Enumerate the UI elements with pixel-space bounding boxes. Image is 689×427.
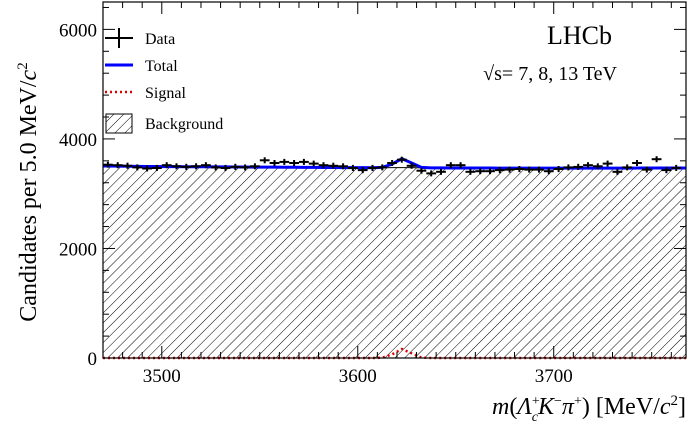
experiment-label: LHCb xyxy=(547,21,612,50)
legend-label-total: Total xyxy=(145,58,178,75)
background-hatched-area xyxy=(103,166,686,358)
y-axis-title: Candidates per 5.0 MeV/c2 xyxy=(15,62,42,321)
data-point xyxy=(652,156,662,162)
y-tick-label: 0 xyxy=(88,349,98,370)
legend: Data Total Signal Background xyxy=(105,28,223,133)
legend-background-swatch xyxy=(106,114,132,133)
data-point xyxy=(270,160,280,166)
y-tick-label: 6000 xyxy=(59,20,97,41)
data-point xyxy=(309,161,319,167)
legend-item-signal: Signal xyxy=(105,85,186,102)
legend-label-data: Data xyxy=(145,31,175,48)
legend-label-background: Background xyxy=(145,116,223,133)
energy-label: √s= 7, 8, 13 TeV xyxy=(483,63,617,85)
y-tick-label: 4000 xyxy=(59,130,97,151)
legend-item-background: Background xyxy=(106,114,223,133)
y-tick-label: 2000 xyxy=(59,239,97,260)
x-tick-label: 3600 xyxy=(339,366,377,387)
data-point xyxy=(299,159,309,165)
x-tick-label: 3500 xyxy=(143,366,181,387)
data-point xyxy=(289,160,299,166)
data-point xyxy=(632,160,642,166)
data-point xyxy=(603,161,613,167)
data-point xyxy=(260,157,270,163)
x-tick-label: 3700 xyxy=(535,366,573,387)
x-axis-title: m(Λ+ cK−π+) [MeV/c2] xyxy=(492,393,686,425)
legend-item-total: Total xyxy=(105,58,178,75)
legend-item-data: Data xyxy=(105,28,175,48)
legend-label-signal: Signal xyxy=(145,85,186,102)
data-point xyxy=(279,159,289,165)
